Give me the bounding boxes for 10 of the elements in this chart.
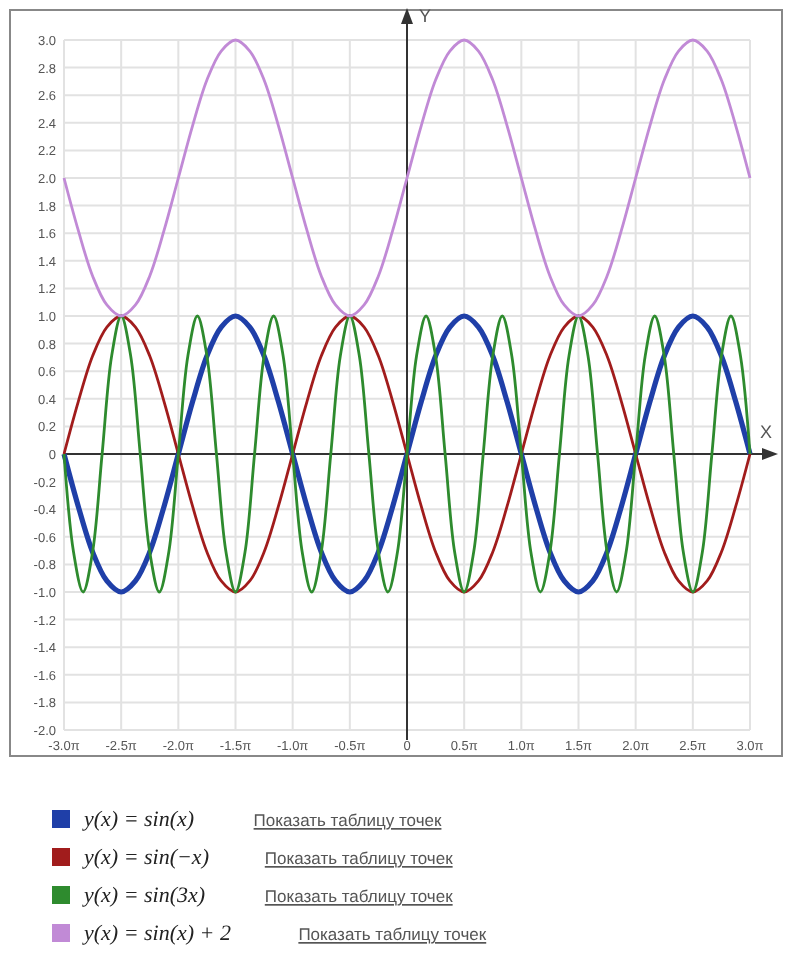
legend-label: y(x) = sin(3x) — [82, 884, 206, 908]
x-axis-title: X — [759, 422, 773, 442]
text: Показать таблицу точек — [253, 810, 442, 830]
y-axis-title: Y — [418, 6, 432, 26]
legend-label: y(x) = sin(−x) — [82, 846, 210, 870]
text: Показать таблицу точек — [298, 924, 487, 944]
legend-label: y(x) = sin(x) — [82, 808, 195, 832]
text: Показать таблицу точек — [264, 886, 454, 906]
text: Показать таблицу точек — [264, 848, 454, 868]
legend-label: y(x) = sin(x) + 2 — [82, 922, 232, 946]
